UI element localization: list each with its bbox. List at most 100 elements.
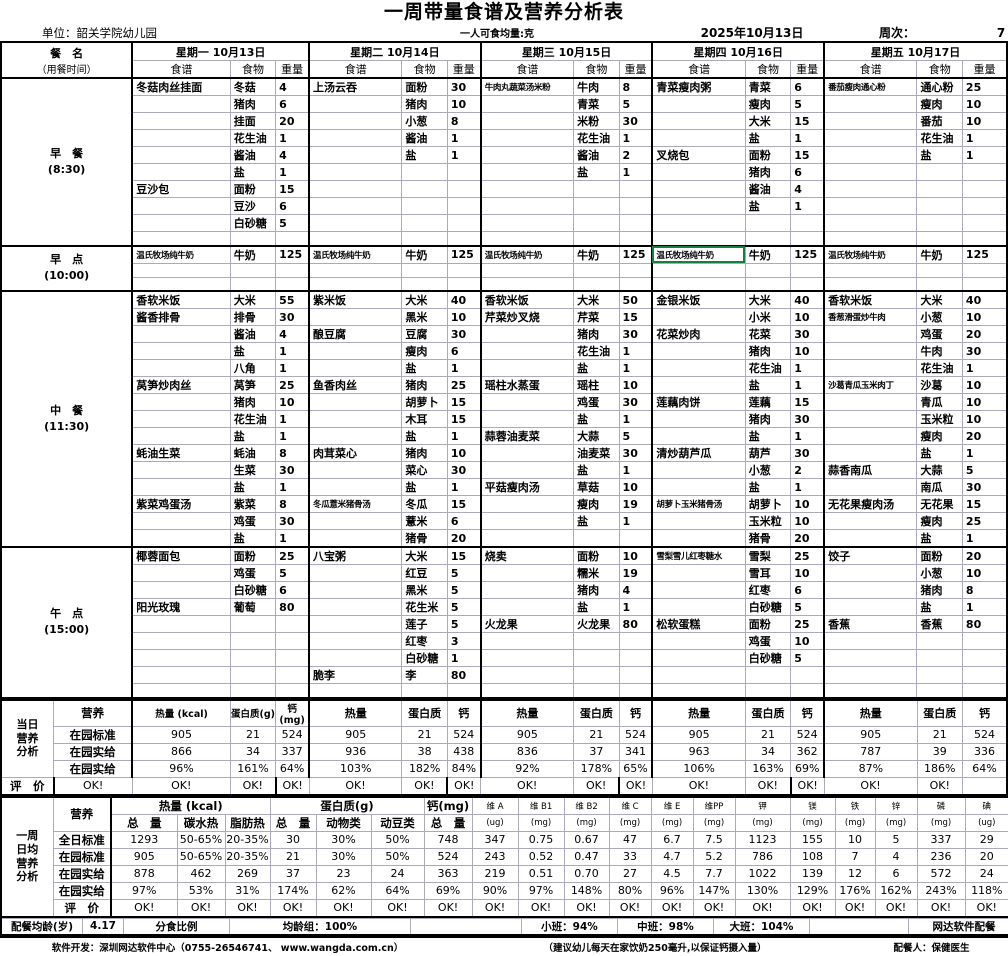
- food-cell[interactable]: 猪肉: [745, 164, 790, 181]
- weight-cell[interactable]: [276, 277, 309, 291]
- food-cell[interactable]: [230, 684, 275, 698]
- recipe-cell[interactable]: [132, 96, 230, 113]
- food-cell[interactable]: 盐: [574, 164, 619, 181]
- food-cell[interactable]: 大蒜: [917, 462, 962, 479]
- food-cell[interactable]: 牛奶: [230, 246, 275, 264]
- recipe-cell[interactable]: [481, 667, 574, 684]
- weight-cell[interactable]: 6: [276, 96, 309, 113]
- weight-cell[interactable]: 20: [447, 530, 480, 548]
- weight-cell[interactable]: 30: [619, 113, 652, 130]
- weight-cell[interactable]: 4: [619, 582, 652, 599]
- food-cell[interactable]: [402, 215, 447, 232]
- recipe-cell[interactable]: [481, 513, 574, 530]
- food-cell[interactable]: 面粉: [230, 181, 275, 198]
- food-cell[interactable]: [402, 263, 447, 277]
- food-cell[interactable]: 白砂糖: [745, 650, 790, 667]
- food-cell[interactable]: [917, 277, 962, 291]
- food-cell[interactable]: 盐: [574, 513, 619, 530]
- recipe-cell[interactable]: [824, 650, 917, 667]
- recipe-cell[interactable]: [309, 428, 402, 445]
- recipe-cell[interactable]: [309, 513, 402, 530]
- recipe-cell[interactable]: [481, 263, 574, 277]
- weight-cell[interactable]: 40: [447, 291, 480, 309]
- food-cell[interactable]: 盐: [402, 360, 447, 377]
- recipe-cell[interactable]: 蒜香南瓜: [824, 462, 917, 479]
- recipe-cell[interactable]: [824, 96, 917, 113]
- food-cell[interactable]: [917, 181, 962, 198]
- recipe-cell[interactable]: [652, 309, 745, 326]
- food-cell[interactable]: [402, 684, 447, 698]
- recipe-cell[interactable]: [824, 215, 917, 232]
- food-cell[interactable]: 瘦肉: [574, 496, 619, 513]
- weight-cell[interactable]: 10: [276, 394, 309, 411]
- food-cell[interactable]: [402, 164, 447, 181]
- weight-cell[interactable]: 30: [447, 462, 480, 479]
- weight-cell[interactable]: 10: [791, 513, 824, 530]
- weight-cell[interactable]: 25: [447, 377, 480, 394]
- food-cell[interactable]: [574, 277, 619, 291]
- weight-cell[interactable]: 1: [619, 599, 652, 616]
- food-cell[interactable]: 白砂糖: [402, 650, 447, 667]
- food-cell[interactable]: 白砂糖: [745, 599, 790, 616]
- food-cell[interactable]: 盐: [745, 479, 790, 496]
- weight-cell[interactable]: [619, 684, 652, 698]
- recipe-cell[interactable]: [824, 326, 917, 343]
- weight-cell[interactable]: [276, 633, 309, 650]
- food-cell[interactable]: 小葱: [917, 565, 962, 582]
- recipe-cell[interactable]: [309, 599, 402, 616]
- food-cell[interactable]: 花生油: [574, 343, 619, 360]
- recipe-cell[interactable]: 番茄瘦肉通心粉: [824, 78, 917, 96]
- food-cell[interactable]: 青菜: [745, 78, 790, 96]
- food-cell[interactable]: 白砂糖: [230, 215, 275, 232]
- food-cell[interactable]: 大米: [574, 291, 619, 309]
- weight-cell[interactable]: 10: [962, 565, 1007, 582]
- recipe-cell[interactable]: [132, 530, 230, 548]
- weight-cell[interactable]: 1: [962, 530, 1007, 548]
- recipe-cell[interactable]: [481, 599, 574, 616]
- recipe-cell[interactable]: [132, 650, 230, 667]
- food-cell[interactable]: 通心粉: [917, 78, 962, 96]
- food-cell[interactable]: 花生油: [745, 360, 790, 377]
- food-cell[interactable]: 草菇: [574, 479, 619, 496]
- food-cell[interactable]: 小葱: [745, 462, 790, 479]
- recipe-cell[interactable]: [824, 232, 917, 246]
- recipe-cell[interactable]: 温氏牧场纯牛奶: [824, 246, 917, 264]
- weight-cell[interactable]: 1: [276, 343, 309, 360]
- recipe-cell[interactable]: [652, 650, 745, 667]
- food-cell[interactable]: 白砂糖: [230, 582, 275, 599]
- weight-cell[interactable]: 30: [276, 513, 309, 530]
- food-cell[interactable]: [917, 164, 962, 181]
- weight-cell[interactable]: [619, 263, 652, 277]
- food-cell[interactable]: 冬瓜: [402, 496, 447, 513]
- food-cell[interactable]: 花生油: [230, 411, 275, 428]
- weight-cell[interactable]: 1: [962, 360, 1007, 377]
- food-cell[interactable]: [745, 232, 790, 246]
- food-cell[interactable]: 盐: [745, 377, 790, 394]
- recipe-cell[interactable]: [652, 530, 745, 548]
- food-cell[interactable]: 胡萝卜: [402, 394, 447, 411]
- weight-cell[interactable]: 125: [447, 246, 480, 264]
- weight-cell[interactable]: 5: [619, 96, 652, 113]
- weight-cell[interactable]: 19: [619, 565, 652, 582]
- food-cell[interactable]: [917, 633, 962, 650]
- recipe-cell[interactable]: [132, 263, 230, 277]
- recipe-cell[interactable]: 豆沙包: [132, 181, 230, 198]
- recipe-cell[interactable]: [824, 513, 917, 530]
- food-cell[interactable]: 红豆: [402, 565, 447, 582]
- recipe-cell[interactable]: [481, 113, 574, 130]
- food-cell[interactable]: [230, 616, 275, 633]
- weight-cell[interactable]: 5: [447, 599, 480, 616]
- food-cell[interactable]: 黑米: [402, 309, 447, 326]
- weight-cell[interactable]: 55: [276, 291, 309, 309]
- food-cell[interactable]: 小葱: [402, 113, 447, 130]
- food-cell[interactable]: 盐: [917, 599, 962, 616]
- recipe-cell[interactable]: [481, 232, 574, 246]
- weight-cell[interactable]: 15: [791, 394, 824, 411]
- recipe-cell[interactable]: [824, 277, 917, 291]
- food-cell[interactable]: 鸡蛋: [574, 394, 619, 411]
- food-cell[interactable]: 大米: [745, 291, 790, 309]
- recipe-cell[interactable]: [481, 96, 574, 113]
- recipe-cell[interactable]: 蚝油生菜: [132, 445, 230, 462]
- weight-cell[interactable]: 80: [447, 667, 480, 684]
- weight-cell[interactable]: 4: [791, 181, 824, 198]
